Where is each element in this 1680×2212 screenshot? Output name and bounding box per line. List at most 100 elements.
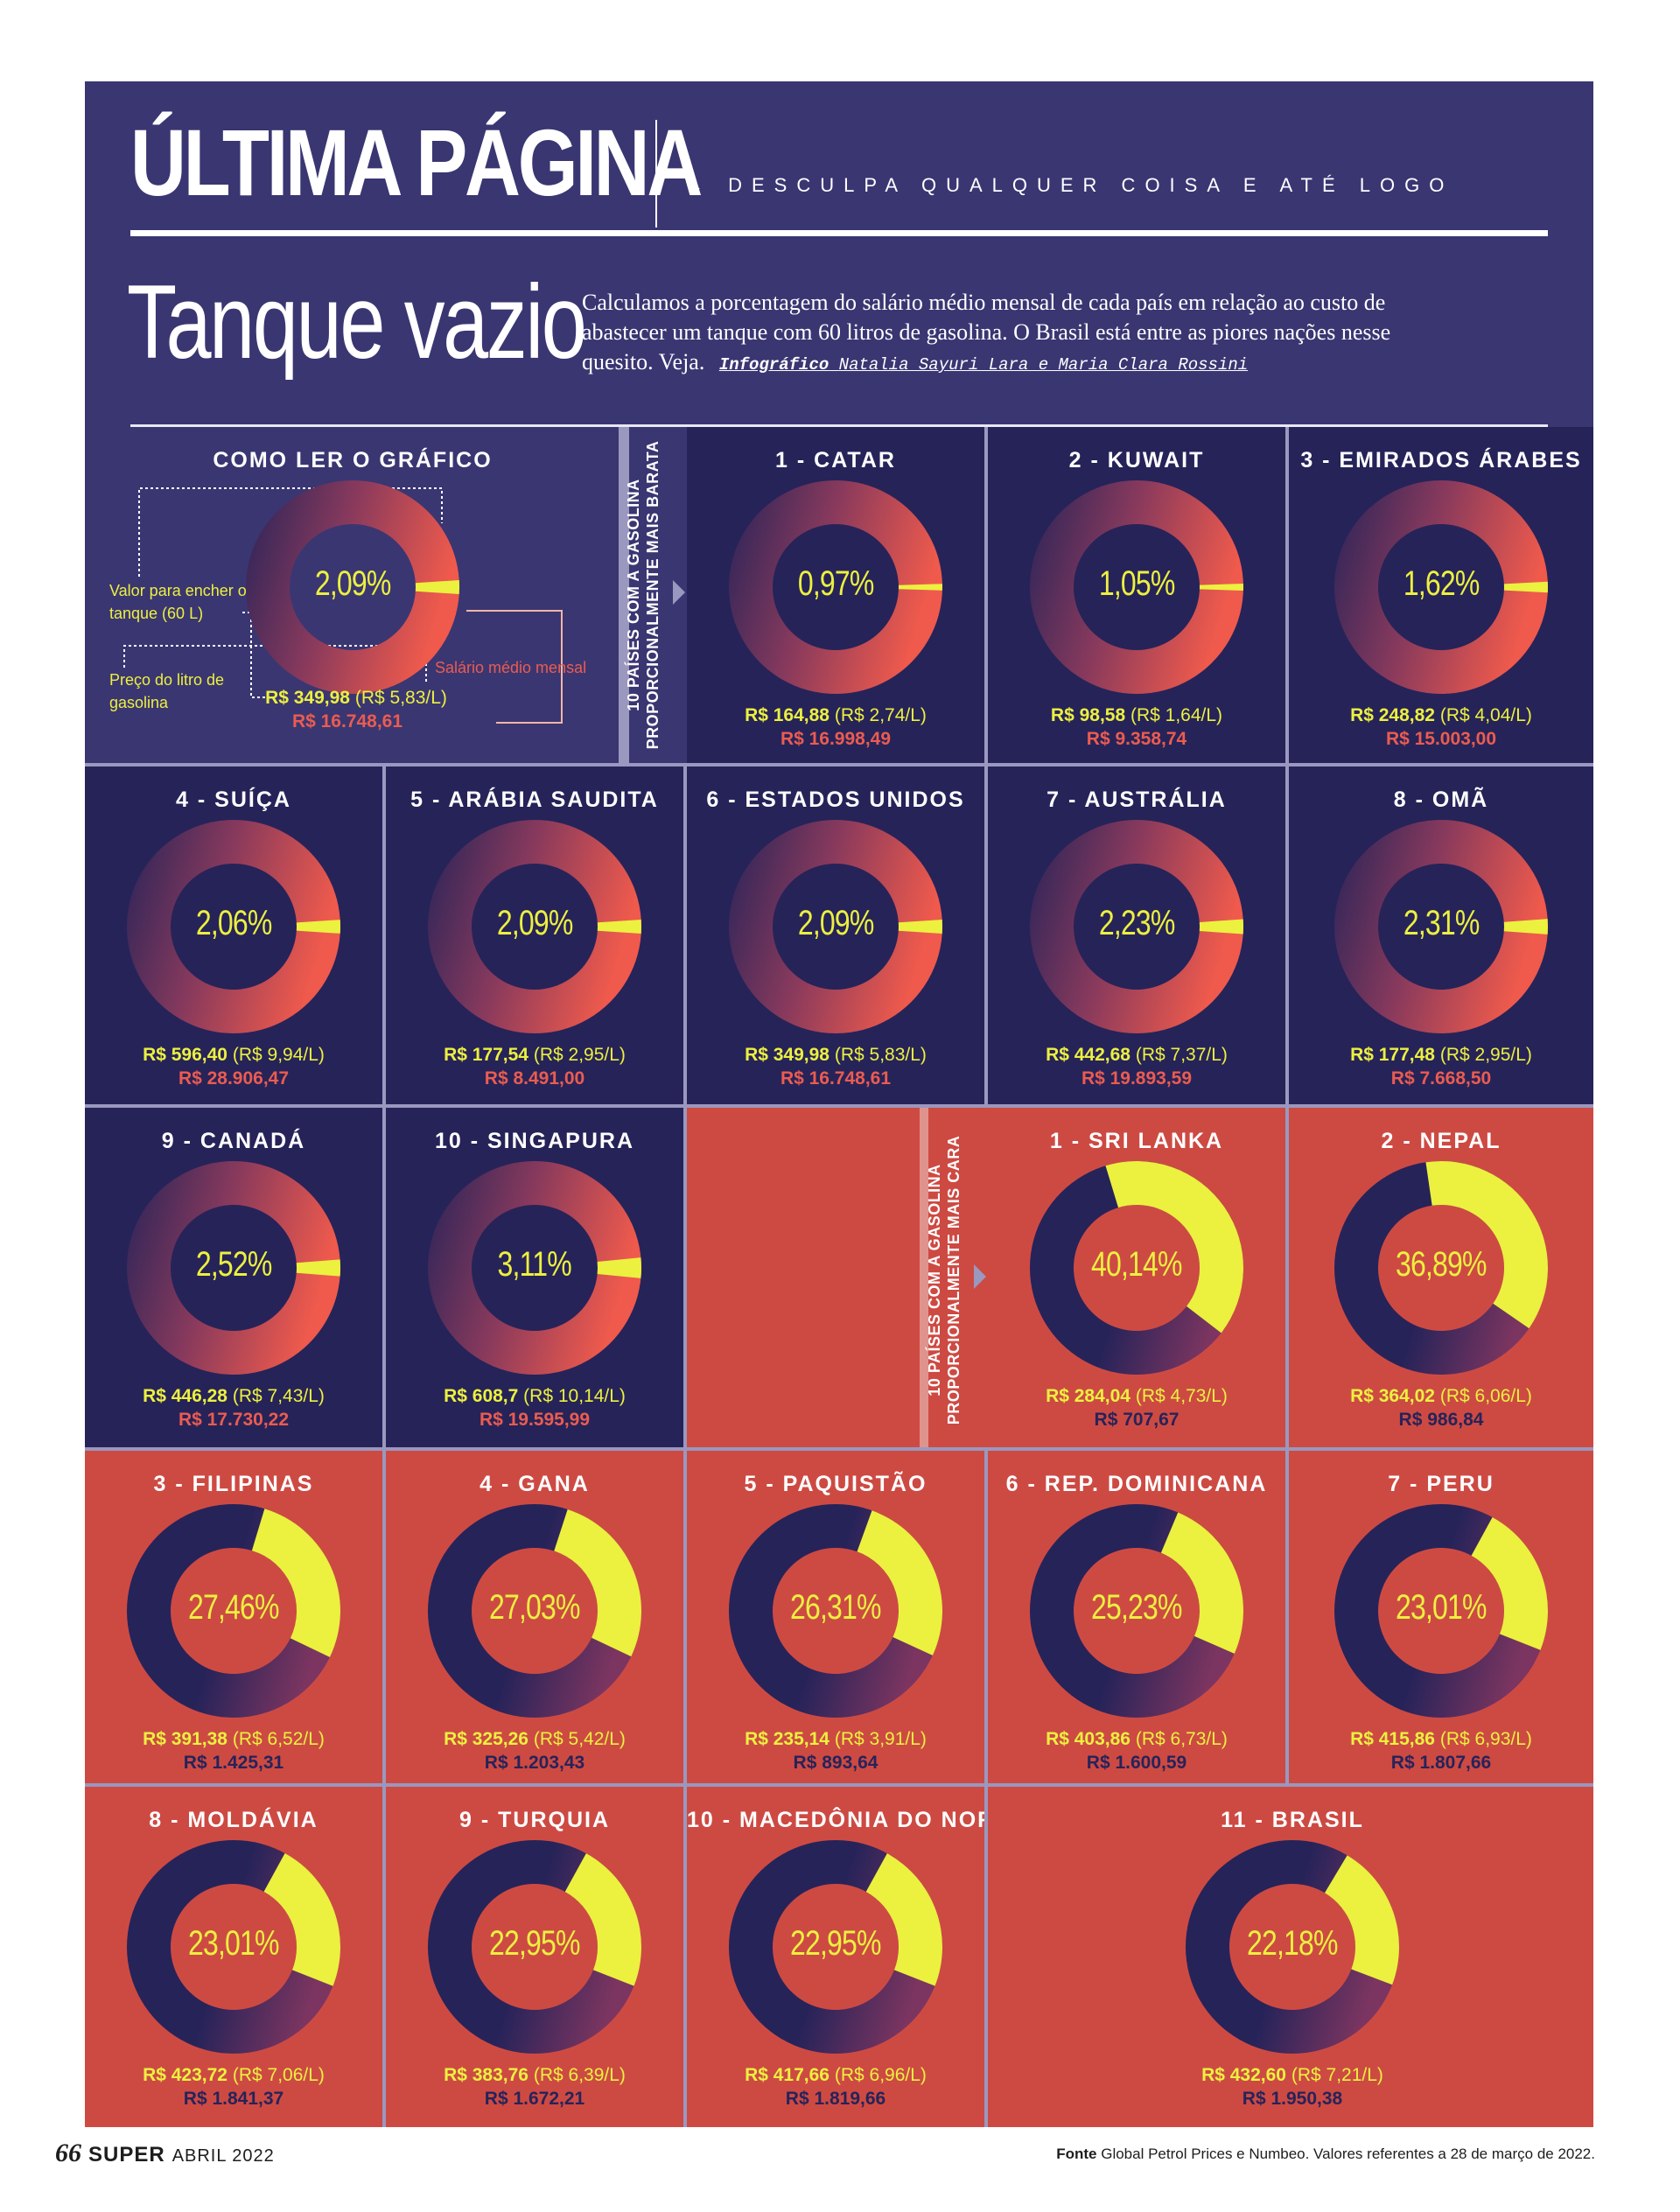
percentage-label: 26,31% <box>748 1588 923 1628</box>
country-name: 4 - GANA <box>480 1472 590 1496</box>
country-name: 3 - FILIPINAS <box>153 1472 314 1496</box>
tank-cost-value: R$ 417,66 <box>745 2065 830 2085</box>
price-per-liter: (R$ 5,83/L) <box>834 1045 927 1065</box>
donut-remainder <box>126 819 340 1033</box>
band-arrow <box>974 1264 986 1289</box>
tank-cost: R$ 364,02 (R$ 6,06/L) <box>1289 1386 1593 1407</box>
country-name: 6 - REP. DOMINICANA <box>1005 1472 1268 1496</box>
donut-chart <box>1334 1160 1548 1375</box>
percentage-value: 26,31% <box>790 1588 882 1627</box>
tank-cost: R$ 608,7 (R$ 10,14/L) <box>386 1386 683 1407</box>
average-salary: R$ 17.730,22 <box>178 1410 290 1430</box>
percentage-label: 1,62% <box>1354 564 1529 604</box>
donut-chart <box>427 1839 641 2054</box>
tank-cost-value: R$ 284,04 <box>1046 1386 1130 1406</box>
tank-cost-value: R$ 177,54 <box>444 1045 528 1065</box>
percentage-value: 27,03% <box>489 1588 581 1627</box>
donut-slice <box>564 1853 641 1986</box>
country-tile: 7 - AUSTRÁLIA 2,23% R$ 442,68 (R$ 7,37/L) R… <box>988 766 1285 1104</box>
donut-chart <box>126 1503 340 1718</box>
legend-title: COMO LER O GRÁFICO <box>213 448 493 472</box>
legend-tank-cost: R$ 349,98 (R$ 5,83/L) <box>216 688 496 709</box>
tank-cost-value: R$ 596,40 <box>143 1045 228 1065</box>
percentage-value: 23,01% <box>1396 1588 1488 1627</box>
tank-cost: R$ 98,58 (R$ 1,64/L) <box>988 705 1285 726</box>
donut-slice <box>263 1852 340 1986</box>
donut-remainder <box>245 480 459 694</box>
country-tile: 10 - MACEDÔNIA DO NORTE 22,95% R$ 417,66 (… <box>687 1787 984 2127</box>
average-salary: R$ 1.672,21 <box>484 2089 585 2109</box>
source-text: Global Petrol Prices e Numbeo. Valores r… <box>1101 2146 1595 2162</box>
connector-line <box>138 487 443 577</box>
average-salary: R$ 1.203,43 <box>484 1753 585 1773</box>
price-per-liter: (R$ 2,95/L) <box>1439 1045 1532 1065</box>
connector-line <box>466 610 563 724</box>
donut-chart <box>1030 819 1243 1033</box>
percentage-value: 2,52% <box>195 1245 273 1284</box>
percentage-label: 25,23% <box>1049 1588 1224 1628</box>
donut-chart <box>729 1839 942 2054</box>
tank-cost: R$ 391,38 (R$ 6,52/L) <box>85 1729 382 1750</box>
donut-slice <box>1503 581 1548 593</box>
percentage-value: 3,11% <box>497 1245 572 1284</box>
donut-chart <box>427 1503 641 1718</box>
average-salary: R$ 19.595,99 <box>479 1410 591 1430</box>
donut-remainder <box>126 1160 340 1375</box>
donut-slice <box>1199 919 1243 934</box>
donut-chart <box>729 480 942 694</box>
country-tile: 7 - PERU 23,01% R$ 415,86 (R$ 6,93/L) R$ 1.… <box>1289 1451 1593 1783</box>
price-per-liter: (R$ 4,04/L) <box>1439 705 1532 725</box>
legend-percentage: 2,09% <box>265 564 440 604</box>
tank-cost: R$ 164,88 (R$ 2,74/L) <box>687 705 984 726</box>
tank-cost-value: R$ 383,76 <box>444 2065 528 2085</box>
legend-salary: R$ 16.748,61 <box>291 711 403 732</box>
credit-label: Infográfico <box>718 355 830 374</box>
donut-chart <box>427 1160 641 1375</box>
percentage-label: 0,97% <box>748 564 923 604</box>
average-salary: R$ 16.748,61 <box>780 1068 892 1088</box>
tank-cost-value: R$ 608,7 <box>444 1386 519 1406</box>
price-label: Preço do litro de gasolina <box>109 671 225 711</box>
donut-remainder <box>1030 480 1243 694</box>
tank-cost: R$ 177,48 (R$ 2,95/L) <box>1289 1045 1593 1066</box>
legend-tile: COMO LER O GRÁFICO 2,09% Valor para encher… <box>85 427 619 763</box>
average-salary: R$ 9.358,74 <box>1086 729 1187 749</box>
country-name: 10 - SINGAPURA <box>434 1129 635 1153</box>
tank-cost-value: R$ 164,88 <box>745 705 830 725</box>
price-per-liter: (R$ 2,74/L) <box>834 705 927 725</box>
tank-cost-value: R$ 403,86 <box>1046 1729 1130 1749</box>
average-salary: R$ 986,84 <box>1398 1410 1484 1430</box>
section-tagline: → DESCULPA QUALQUER COISA E ATÉ LOGO <box>684 174 1454 196</box>
country-name: 8 - MOLDÁVIA <box>149 1808 318 1832</box>
country-name: 3 - EMIRADOS ÁRABES <box>1300 448 1582 472</box>
donut-chart <box>245 480 459 694</box>
percentage-value: 2,31% <box>1403 904 1480 942</box>
donut-chart <box>427 819 641 1033</box>
country-tile: 2 - KUWAIT 1,05% R$ 98,58 (R$ 1,64/L) R$ 9.… <box>988 427 1285 763</box>
percentage-value: 1,62% <box>1403 564 1480 603</box>
donut-slice <box>296 920 340 934</box>
issue-date: ABRIL 2022 <box>172 2146 275 2166</box>
donut-slice <box>597 1257 641 1278</box>
country-tile: 9 - TURQUIA 22,95% R$ 383,76 (R$ 6,39/L) R$… <box>386 1787 683 2127</box>
tank-cost: R$ 284,04 (R$ 4,73/L) <box>988 1386 1285 1407</box>
country-tile: 9 - CANADÁ 2,52% R$ 446,28 (R$ 7,43/L) R$ 1… <box>85 1108 382 1447</box>
section-title: ÚLTIMA PÁGINA <box>130 109 703 215</box>
percentage-label: 40,14% <box>1049 1245 1224 1284</box>
intro-text: Calculamos a porcentagem do salário médi… <box>582 288 1466 380</box>
percentage-value: 2,09% <box>797 904 875 942</box>
percentage-value: 1,05% <box>1098 564 1176 603</box>
tank-cost-value: R$ 235,14 <box>745 1729 830 1749</box>
donut-slice <box>1471 1516 1548 1650</box>
country-tile: 4 - GANA 27,03% R$ 325,26 (R$ 5,42/L) R$ 1.… <box>386 1451 683 1783</box>
infographic-page: ÚLTIMA PÁGINA → DESCULPA QUALQUER COISA … <box>85 81 1593 2127</box>
price-per-liter: (R$ 2,95/L) <box>533 1045 626 1065</box>
donut-slice <box>251 1508 340 1657</box>
percentage-label: 22,95% <box>748 1924 923 1964</box>
percentage-value: 2,06% <box>195 904 273 942</box>
country-tile: 11 - BRASIL 22,18% R$ 432,60 (R$ 7,21/L) R$… <box>988 1787 1593 2127</box>
tank-cost-value: R$ 349,98 <box>745 1045 830 1065</box>
percentage-label: 1,05% <box>1049 564 1224 604</box>
donut-chart <box>126 819 340 1033</box>
country-tile: 1 - SRI LANKA 40,14% R$ 284,04 (R$ 4,73/L)… <box>988 1108 1285 1447</box>
